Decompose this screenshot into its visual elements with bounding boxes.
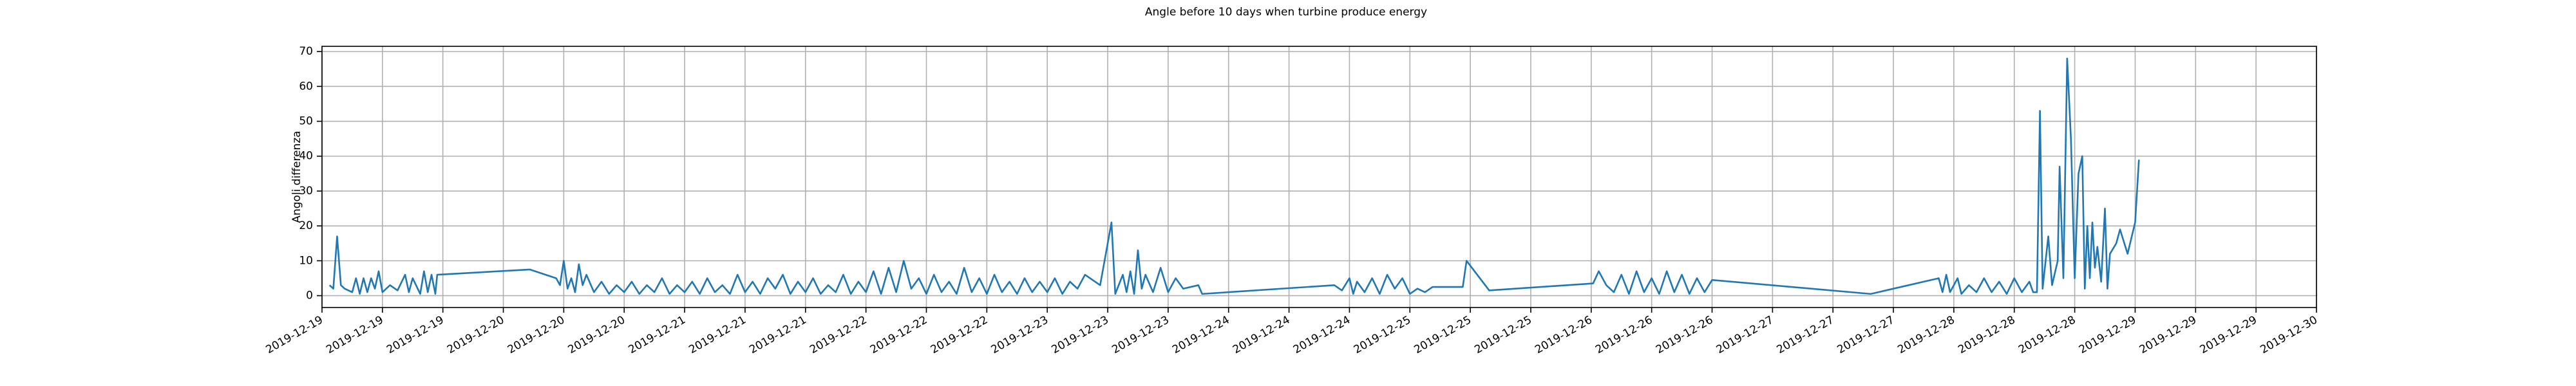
chart-title: Angle before 10 days when turbine produc…: [1145, 6, 1427, 19]
y-tick-label: 40: [299, 150, 313, 163]
y-axis-label: Angoli differenza: [290, 131, 303, 223]
y-tick-label: 20: [299, 219, 313, 232]
y-tick-label: 0: [306, 290, 313, 302]
y-tick-label: 60: [299, 80, 313, 93]
plot-frame: [321, 46, 2317, 308]
y-tick-label: 70: [299, 45, 313, 58]
y-tick-label: 30: [299, 185, 313, 198]
y-tick-label: 50: [299, 115, 313, 128]
y-tick-label: 10: [299, 254, 313, 267]
data-line: [328, 57, 2140, 295]
